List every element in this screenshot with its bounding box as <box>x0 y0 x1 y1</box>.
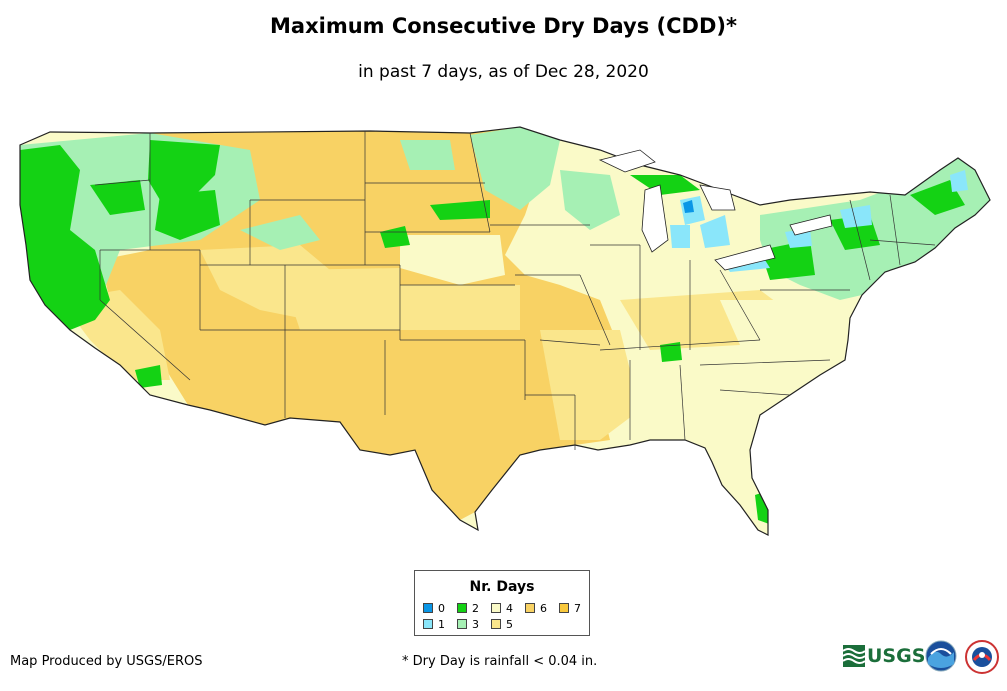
map-title: Maximum Consecutive Dry Days (CDD)* <box>270 14 737 38</box>
legend-swatch <box>457 619 467 629</box>
legend-item: 7 <box>559 601 581 615</box>
legend-item: 4 <box>491 601 513 615</box>
legend-swatch <box>559 603 569 613</box>
legend-item: 3 <box>457 617 479 631</box>
legend-item: 1 <box>423 617 445 631</box>
noaa-logo-icon[interactable] <box>925 640 957 672</box>
legend-label: 6 <box>540 601 547 615</box>
legend-title: Nr. Days <box>469 579 535 595</box>
usgs-wave-icon <box>843 645 865 667</box>
legend-swatch <box>525 603 535 613</box>
legend-item: 6 <box>525 601 547 615</box>
legend-swatch <box>423 603 433 613</box>
legend-label: 1 <box>438 617 445 631</box>
legend-swatch <box>423 619 433 629</box>
nws-logo-icon[interactable] <box>965 640 999 674</box>
legend-item: 0 <box>423 601 445 615</box>
usgs-logo[interactable]: USGS <box>843 642 925 670</box>
legend-label: 3 <box>472 617 479 631</box>
legend-label: 2 <box>472 601 479 615</box>
legend-item: 5 <box>491 617 513 631</box>
legend-label: 5 <box>506 617 513 631</box>
legend-item: 2 <box>457 601 479 615</box>
legend-swatch <box>491 619 501 629</box>
legend-label: 0 <box>438 601 445 615</box>
usgs-wordmark: USGS <box>867 645 926 667</box>
legend-label: 7 <box>574 601 581 615</box>
credit-text: Map Produced by USGS/EROS <box>10 654 203 669</box>
legend-label: 4 <box>506 601 513 615</box>
legend-swatch <box>491 603 501 613</box>
footnote-text: * Dry Day is rainfall < 0.04 in. <box>402 654 598 669</box>
legend: Nr. Days 0 1 2 3 4 5 6 7 <box>414 570 590 636</box>
legend-swatch <box>457 603 467 613</box>
map-subtitle: in past 7 days, as of Dec 28, 2020 <box>358 62 649 82</box>
